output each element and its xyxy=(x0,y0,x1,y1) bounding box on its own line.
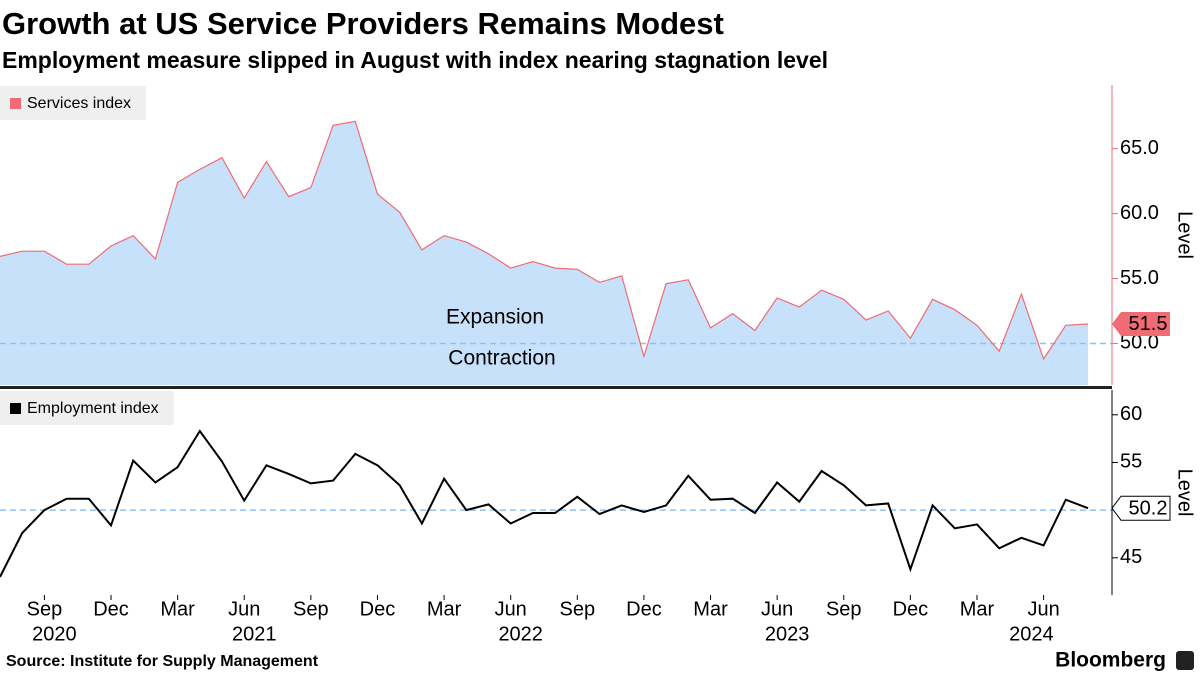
x-tick-label: Jun xyxy=(495,598,527,620)
value-tag xyxy=(1112,311,1170,336)
x-tick-label: Dec xyxy=(93,598,129,620)
legend-box xyxy=(0,391,174,425)
x-tick-label: Sep xyxy=(560,598,596,620)
x-tick-label: Mar xyxy=(960,598,995,620)
x-year-label: 2020 xyxy=(32,623,77,645)
y-tick-label: 60 xyxy=(1120,403,1142,425)
y-tick-label: 45 xyxy=(1120,546,1142,568)
legend-box xyxy=(0,86,147,120)
x-tick-label: Jun xyxy=(228,598,260,620)
annotation: Contraction xyxy=(448,347,555,370)
x-tick-label: Dec xyxy=(893,598,929,620)
y-tick-label: 55 xyxy=(1120,451,1142,473)
y-axis-label: Level xyxy=(1174,211,1196,259)
legend-label: Employment index xyxy=(27,400,159,417)
y-axis-label: Level xyxy=(1174,469,1196,517)
chart-title: Growth at US Service Providers Remains M… xyxy=(2,6,724,41)
x-year-label: 2023 xyxy=(765,623,810,645)
y-tick-label: 60.0 xyxy=(1120,202,1159,224)
x-tick-label: Dec xyxy=(360,598,396,620)
y-tick-label: 50.0 xyxy=(1120,332,1159,354)
x-tick-label: Sep xyxy=(826,598,862,620)
area-fill xyxy=(0,121,1088,386)
value-tag-label: 51.5 xyxy=(1129,313,1168,335)
legend-label: Services index xyxy=(27,95,131,112)
series-line xyxy=(0,429,1089,578)
x-tick-label: Sep xyxy=(27,598,63,620)
y-tick-label: 55.0 xyxy=(1120,267,1159,289)
x-year-label: 2024 xyxy=(1009,623,1054,645)
x-tick-label: Mar xyxy=(427,598,462,620)
x-tick-label: Jun xyxy=(761,598,793,620)
x-tick-label: Dec xyxy=(626,598,662,620)
y-tick-label: 65.0 xyxy=(1120,137,1159,159)
panel-separator xyxy=(0,386,1112,389)
x-year-label: 2021 xyxy=(232,623,277,645)
x-tick-label: Sep xyxy=(293,598,329,620)
brand: Bloomberg xyxy=(1055,649,1166,672)
x-tick-label: Mar xyxy=(693,598,728,620)
x-tick-label: Jun xyxy=(1027,598,1059,620)
value-tag-label: 50.2 xyxy=(1129,498,1168,520)
series-line xyxy=(0,120,1089,361)
legend-swatch xyxy=(10,403,21,414)
chart-subtitle: Employment measure slipped in August wit… xyxy=(2,47,828,73)
source: Source: Institute for Supply Management xyxy=(6,653,319,670)
value-tag xyxy=(1111,495,1171,521)
x-year-label: 2022 xyxy=(498,623,543,645)
annotation: Expansion xyxy=(446,306,544,329)
x-tick-label: Mar xyxy=(160,598,195,620)
legend-swatch xyxy=(10,98,21,109)
brand-icon xyxy=(1176,651,1194,670)
